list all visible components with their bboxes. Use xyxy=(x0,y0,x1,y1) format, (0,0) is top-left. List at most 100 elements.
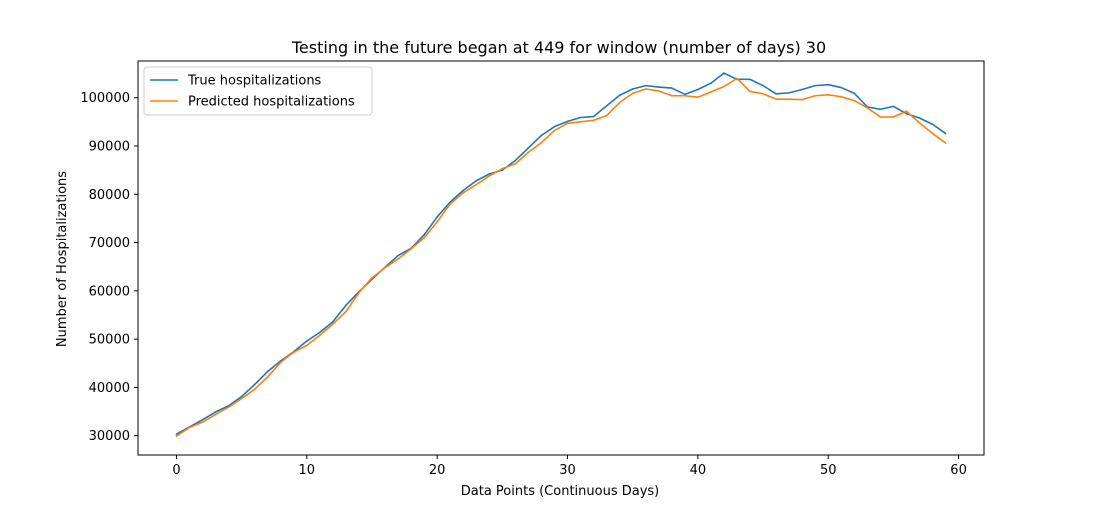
data-point-1-26 xyxy=(514,163,517,165)
data-point-1-24 xyxy=(488,175,491,177)
y-axis-label: Number of Hospitalizations xyxy=(55,171,70,347)
y-tick-label: 60000 xyxy=(89,284,130,299)
plot-area xyxy=(175,72,947,437)
data-point-0-10 xyxy=(306,340,308,342)
data-point-0-29 xyxy=(553,125,556,128)
data-point-1-40 xyxy=(697,96,699,99)
data-point-0-33 xyxy=(605,105,608,107)
data-point-0-55 xyxy=(892,105,895,108)
data-point-0-34 xyxy=(618,94,621,97)
data-point-1-7 xyxy=(266,375,269,378)
x-axis-label: Data Points (Continuous Days) xyxy=(461,484,660,499)
y-tick-label: 70000 xyxy=(89,236,130,251)
data-point-1-16 xyxy=(384,266,386,269)
data-point-1-33 xyxy=(605,114,608,117)
data-point-0-52 xyxy=(853,92,856,95)
data-point-1-14 xyxy=(358,291,360,294)
x-tick-label: 0 xyxy=(172,463,180,478)
data-point-0-21 xyxy=(449,201,452,203)
data-point-1-49 xyxy=(814,94,816,97)
data-point-0-42 xyxy=(723,72,725,74)
data-point-1-4 xyxy=(227,406,230,409)
data-point-1-41 xyxy=(710,91,712,93)
data-point-0-39 xyxy=(684,93,686,96)
data-point-0-44 xyxy=(749,78,751,81)
data-point-0-11 xyxy=(319,331,321,334)
data-point-0-57 xyxy=(918,117,921,119)
data-point-1-8 xyxy=(279,361,282,364)
data-point-0-30 xyxy=(566,120,569,123)
data-point-0-36 xyxy=(644,84,647,87)
data-point-1-3 xyxy=(214,413,217,416)
y-tick-label: 30000 xyxy=(89,429,130,444)
x-tick-label: 20 xyxy=(429,463,446,478)
data-point-0-3 xyxy=(214,411,217,413)
data-point-0-58 xyxy=(931,123,934,126)
data-point-1-54 xyxy=(879,116,882,118)
y-tick-label: 100000 xyxy=(80,91,130,106)
data-point-1-15 xyxy=(371,277,373,279)
legend: True hospitalizations Predicted hospitali… xyxy=(143,66,373,116)
data-point-1-9 xyxy=(292,351,295,353)
data-point-0-17 xyxy=(397,254,399,257)
data-point-1-6 xyxy=(253,388,256,391)
x-tick-label: 40 xyxy=(690,463,707,478)
data-point-1-20 xyxy=(436,220,438,223)
data-point-1-38 xyxy=(671,94,673,97)
data-point-0-38 xyxy=(671,87,673,89)
data-point-0-5 xyxy=(240,395,243,398)
data-point-0-22 xyxy=(462,189,465,192)
data-point-0-6 xyxy=(253,383,256,386)
data-point-1-51 xyxy=(840,95,843,98)
data-point-0-45 xyxy=(762,84,764,87)
data-point-1-1 xyxy=(188,426,191,429)
data-point-1-31 xyxy=(579,121,582,123)
series-line-1 xyxy=(176,77,947,437)
data-point-1-27 xyxy=(527,151,530,154)
data-point-1-53 xyxy=(866,107,869,109)
data-point-0-37 xyxy=(657,86,660,88)
data-point-1-25 xyxy=(501,167,504,170)
y-tick-label: 50000 xyxy=(89,333,130,348)
data-point-0-27 xyxy=(527,147,530,149)
data-point-0-23 xyxy=(475,179,478,182)
data-point-1-43 xyxy=(736,77,738,80)
data-point-0-50 xyxy=(827,83,830,86)
data-point-1-57 xyxy=(918,122,921,124)
x-tick-label: 30 xyxy=(559,463,576,478)
legend-label-1: Predicted hospitalizations xyxy=(188,95,355,110)
x-tick-label: 10 xyxy=(299,463,316,478)
data-point-1-21 xyxy=(449,203,452,205)
data-point-0-0 xyxy=(175,433,178,436)
data-point-0-56 xyxy=(905,112,908,115)
data-point-0-24 xyxy=(488,173,491,175)
y-tick-label: 90000 xyxy=(89,139,130,154)
data-point-0-49 xyxy=(814,84,816,87)
data-point-0-7 xyxy=(266,370,269,373)
data-point-1-47 xyxy=(788,98,790,100)
data-point-0-26 xyxy=(514,159,517,162)
chart-title: Testing in the future began at 449 for w… xyxy=(291,38,826,57)
data-point-1-34 xyxy=(618,101,621,104)
data-point-1-2 xyxy=(201,421,204,423)
legend-label-0: True hospitalizations xyxy=(187,74,322,89)
data-point-1-50 xyxy=(827,94,830,96)
data-point-0-48 xyxy=(801,88,803,91)
data-point-0-28 xyxy=(540,134,543,137)
data-point-0-32 xyxy=(592,115,595,118)
y-tick-label: 80000 xyxy=(89,188,130,203)
y-axis: 30000 40000 50000 60000 70000 80000 90000 10000… xyxy=(80,91,138,444)
data-point-1-11 xyxy=(319,334,321,337)
data-point-0-40 xyxy=(697,88,699,91)
data-point-1-23 xyxy=(475,183,478,186)
data-point-1-45 xyxy=(762,93,764,95)
data-point-1-0 xyxy=(175,435,178,437)
data-point-1-55 xyxy=(892,116,895,118)
data-point-1-44 xyxy=(749,90,751,93)
data-point-1-22 xyxy=(462,192,465,194)
data-point-1-29 xyxy=(553,129,556,132)
data-point-1-48 xyxy=(801,98,803,101)
data-point-0-13 xyxy=(345,304,347,307)
data-point-1-36 xyxy=(644,88,647,90)
